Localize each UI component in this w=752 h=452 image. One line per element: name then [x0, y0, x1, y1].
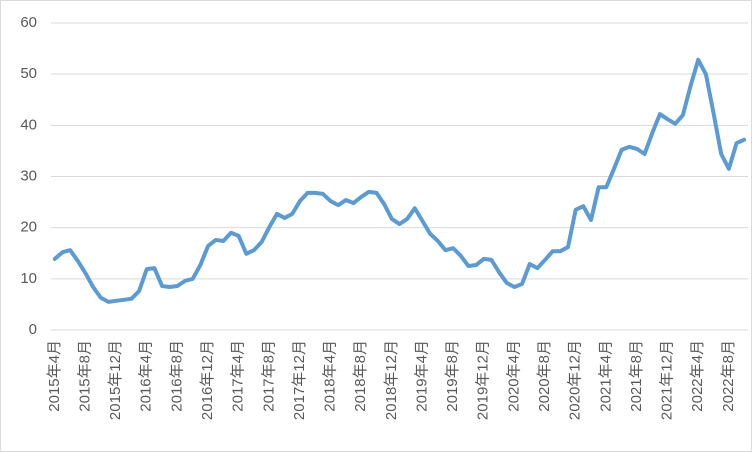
- x-tick-label: 2016年12月: [199, 340, 216, 420]
- y-tick-label: 40: [20, 116, 37, 133]
- x-tick-label: 2015年12月: [107, 340, 124, 420]
- y-tick-label: 60: [20, 14, 37, 31]
- x-tick-label: 2017年12月: [291, 340, 308, 420]
- y-tick-label: 10: [20, 270, 37, 287]
- x-tick-label: 2019年8月: [444, 340, 461, 412]
- x-tick-label: 2022年4月: [689, 340, 706, 412]
- x-tick-label: 2017年4月: [230, 340, 247, 412]
- y-tick-label: 20: [20, 219, 37, 236]
- y-tick-label: 0: [29, 321, 37, 338]
- data-line: [52, 57, 747, 304]
- x-tick-label: 2016年4月: [138, 340, 155, 412]
- x-tick-label: 2018年12月: [383, 340, 400, 420]
- x-tick-label: 2018年4月: [322, 340, 339, 412]
- y-tick-label: 30: [20, 167, 37, 184]
- x-tick-label: 2019年12月: [475, 340, 492, 420]
- y-tick-label: 50: [20, 65, 37, 82]
- x-tick-label: 2015年8月: [76, 340, 93, 412]
- x-tick-label: 2021年8月: [628, 340, 645, 412]
- x-tick-label: 2017年8月: [260, 340, 277, 412]
- x-tick-label: 2022年8月: [720, 340, 737, 412]
- x-tick-label: 2021年12月: [659, 340, 676, 420]
- x-tick-label: 2016年8月: [168, 340, 185, 412]
- x-tick-label: 2020年8月: [536, 340, 553, 412]
- x-tick-label: 2019年4月: [413, 340, 430, 412]
- x-tick-label: 2021年4月: [597, 340, 614, 412]
- x-tick-label: 2020年12月: [567, 340, 584, 420]
- x-tick-label: 2015年4月: [46, 340, 63, 412]
- x-tick-label: 2018年8月: [352, 340, 369, 412]
- x-tick-label: 2020年4月: [505, 340, 522, 412]
